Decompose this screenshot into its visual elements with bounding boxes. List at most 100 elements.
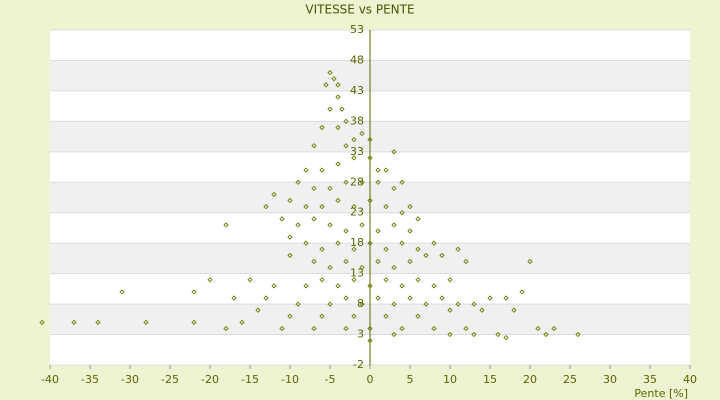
point	[431, 325, 437, 332]
point	[351, 277, 357, 283]
point	[391, 149, 397, 155]
y-tick-label: 48	[350, 53, 364, 66]
point	[191, 319, 197, 326]
x-tick-label: 15	[483, 373, 497, 386]
point	[327, 222, 333, 228]
point	[335, 197, 341, 204]
point	[431, 240, 437, 246]
y-tick-label: 38	[350, 114, 364, 127]
point	[383, 203, 389, 210]
point	[455, 246, 461, 252]
point	[339, 106, 345, 112]
point	[119, 289, 125, 295]
point	[287, 197, 293, 204]
point	[399, 283, 405, 289]
point	[391, 331, 397, 338]
point	[519, 289, 525, 295]
point	[287, 234, 293, 240]
point	[343, 118, 349, 125]
point	[367, 155, 373, 161]
point	[503, 295, 509, 301]
point	[439, 295, 445, 301]
point	[423, 301, 429, 307]
point	[399, 325, 405, 332]
point	[287, 252, 293, 259]
point	[463, 325, 469, 332]
point	[279, 216, 285, 222]
point	[335, 240, 341, 246]
point	[367, 325, 373, 332]
x-tick-label: -10	[281, 373, 299, 386]
point	[271, 283, 277, 289]
point	[311, 325, 317, 332]
point	[471, 331, 477, 338]
x-tick-label: -25	[161, 373, 179, 386]
point	[191, 289, 197, 295]
point	[319, 124, 325, 131]
point	[323, 82, 329, 88]
point	[551, 325, 557, 332]
point	[311, 185, 317, 192]
point	[367, 197, 373, 204]
point	[399, 179, 405, 185]
point	[335, 124, 341, 131]
point	[527, 258, 533, 265]
point	[303, 203, 309, 210]
point	[383, 277, 389, 283]
point	[319, 167, 325, 173]
point	[343, 295, 349, 301]
y-tick-label: -2	[353, 358, 364, 371]
point	[263, 295, 269, 301]
x-tick-label: 35	[643, 373, 657, 386]
point	[399, 240, 405, 246]
point	[327, 264, 333, 271]
point	[455, 301, 461, 307]
x-tick-label: 10	[443, 373, 457, 386]
point	[351, 136, 357, 143]
point	[407, 203, 413, 210]
point	[207, 277, 213, 283]
point	[479, 307, 485, 313]
point	[295, 222, 301, 228]
point	[343, 258, 349, 265]
point	[407, 228, 413, 234]
point	[415, 313, 421, 319]
point	[239, 319, 245, 326]
point	[495, 331, 501, 338]
x-tick-label: 0	[367, 373, 374, 386]
y-tick-label: 33	[350, 145, 364, 158]
point	[303, 283, 309, 289]
point	[367, 240, 373, 246]
point	[231, 295, 237, 301]
point	[471, 301, 477, 307]
point	[375, 228, 381, 234]
point	[447, 331, 453, 338]
point	[407, 258, 413, 265]
point	[311, 216, 317, 222]
x-tick-label: 40	[683, 373, 697, 386]
point	[383, 167, 389, 173]
x-tick-label: -15	[241, 373, 259, 386]
y-tick-label: 18	[350, 236, 364, 249]
point	[255, 307, 261, 313]
point	[375, 167, 381, 173]
x-tick-label: 30	[603, 373, 617, 386]
point	[407, 295, 413, 301]
x-tick-label: -5	[325, 373, 336, 386]
point	[359, 222, 365, 228]
point	[367, 136, 373, 143]
point	[223, 222, 229, 228]
point	[511, 307, 517, 313]
point	[359, 264, 365, 271]
point	[295, 301, 301, 307]
point	[351, 203, 357, 210]
point	[343, 143, 349, 149]
point	[391, 222, 397, 228]
point	[543, 331, 549, 338]
point	[423, 252, 429, 259]
point	[343, 179, 349, 185]
point	[351, 155, 357, 161]
point	[327, 301, 333, 307]
